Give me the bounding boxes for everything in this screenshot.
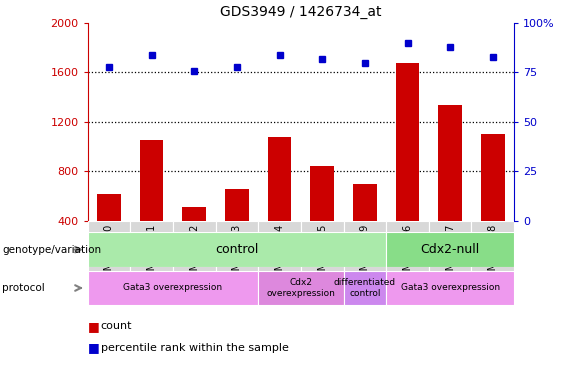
Bar xyxy=(386,221,429,280)
Text: GSM325459: GSM325459 xyxy=(360,224,370,283)
Bar xyxy=(216,221,258,280)
Bar xyxy=(268,137,292,270)
Text: protocol: protocol xyxy=(2,283,45,293)
Text: Gata3 overexpression: Gata3 overexpression xyxy=(123,283,223,293)
Bar xyxy=(429,221,471,280)
Text: GSM325452: GSM325452 xyxy=(189,224,199,283)
Bar xyxy=(310,166,334,270)
Text: ■: ■ xyxy=(88,341,99,354)
Bar xyxy=(301,221,344,280)
Text: GSM325454: GSM325454 xyxy=(275,224,285,283)
Bar xyxy=(344,271,386,305)
Bar xyxy=(88,232,386,267)
Text: genotype/variation: genotype/variation xyxy=(3,245,102,255)
Bar xyxy=(88,271,258,305)
Text: Cdx2
overexpression: Cdx2 overexpression xyxy=(267,278,335,298)
Title: GDS3949 / 1426734_at: GDS3949 / 1426734_at xyxy=(220,5,381,19)
Bar xyxy=(88,221,131,280)
Bar xyxy=(386,271,514,305)
Text: percentile rank within the sample: percentile rank within the sample xyxy=(101,343,289,353)
Text: Gata3 overexpression: Gata3 overexpression xyxy=(401,283,499,293)
Bar xyxy=(182,207,206,270)
Bar xyxy=(97,194,121,270)
Text: GSM325456: GSM325456 xyxy=(402,224,412,283)
Bar xyxy=(140,141,163,270)
Bar xyxy=(386,232,514,267)
Bar xyxy=(344,221,386,280)
Bar xyxy=(225,189,249,270)
Text: GSM325451: GSM325451 xyxy=(146,224,157,283)
Bar xyxy=(173,221,215,280)
Bar xyxy=(353,184,377,270)
Text: Cdx2-null: Cdx2-null xyxy=(420,243,480,256)
Bar xyxy=(481,134,505,270)
Bar xyxy=(438,104,462,270)
Bar xyxy=(396,63,419,270)
Text: GSM325450: GSM325450 xyxy=(104,224,114,283)
Text: GSM325457: GSM325457 xyxy=(445,224,455,283)
Text: differentiated
control: differentiated control xyxy=(334,278,396,298)
Text: ■: ■ xyxy=(88,320,99,333)
Bar xyxy=(471,221,514,280)
Bar xyxy=(131,221,173,280)
Text: count: count xyxy=(101,321,132,331)
Text: GSM325458: GSM325458 xyxy=(488,224,498,283)
Bar xyxy=(258,221,301,280)
Text: GSM325453: GSM325453 xyxy=(232,224,242,283)
Bar xyxy=(258,271,344,305)
Text: GSM325455: GSM325455 xyxy=(317,224,327,283)
Text: control: control xyxy=(215,243,259,256)
